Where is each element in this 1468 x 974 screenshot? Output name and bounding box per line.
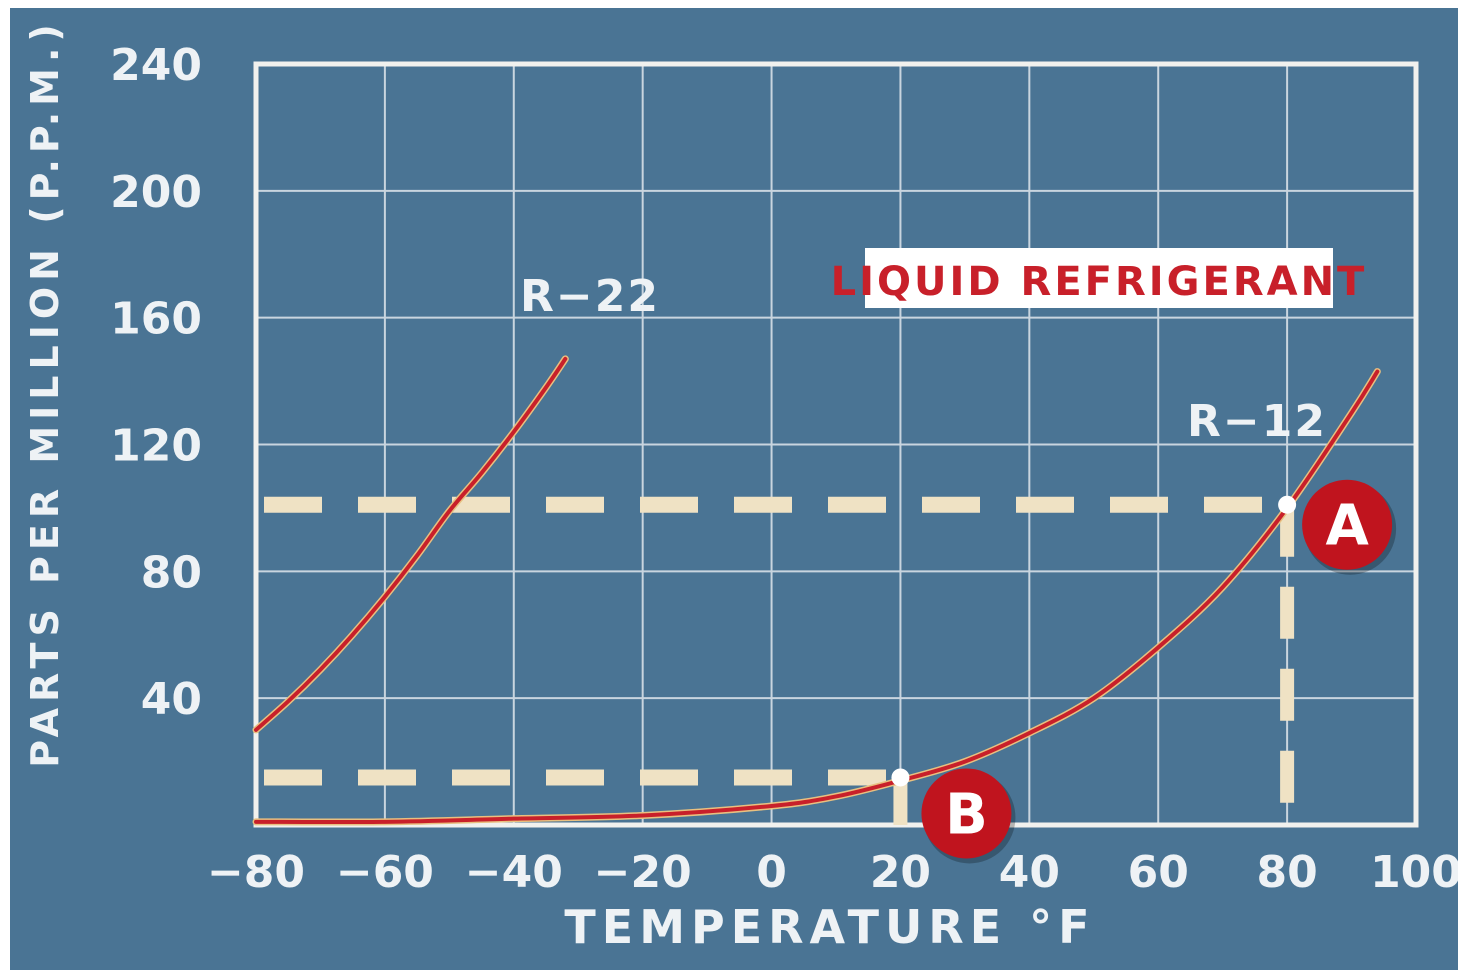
- x-tick-label: 20: [870, 847, 931, 898]
- x-tick-label: −60: [336, 847, 434, 898]
- solubility-chart: −80 −60 −40 −20 0 20 40 60 80 100 40 80 120 160 200 240…: [23, 18, 1458, 954]
- y-tick-label: 200: [110, 167, 202, 218]
- y-tick-label: 240: [110, 40, 202, 91]
- marker-label-b: B: [945, 782, 988, 847]
- y-tick-label: 80: [141, 547, 202, 598]
- series-curve-r22-glow: [252, 355, 569, 734]
- marker-a: [1302, 479, 1393, 570]
- tick-labels: −80 −60 −40 −20 0 20 40 60 80 100 40 80 120 160 200 240: [110, 40, 1458, 898]
- x-axis-title: TEMPERATURE °F: [564, 900, 1095, 954]
- series-curve-r22: [254, 356, 568, 732]
- x-tick-label: 100: [1370, 847, 1458, 898]
- series-curves: [252, 355, 1381, 826]
- y-axis-title: PARTS PER MILLION (P.P.M.): [23, 18, 67, 768]
- legend-text: LIQUID REFRIGERANT: [831, 259, 1368, 305]
- y-tick-label: 160: [110, 294, 202, 345]
- x-tick-label: 60: [1128, 847, 1189, 898]
- y-tick-label: 120: [110, 421, 202, 472]
- series-curve-r12: [254, 369, 1380, 825]
- marker-b: [921, 768, 1012, 859]
- x-tick-label: 40: [999, 847, 1060, 898]
- x-tick-label: −20: [594, 847, 692, 898]
- markers: AB: [891, 479, 1397, 864]
- series-label-r12: R−12: [1187, 396, 1327, 447]
- plot-frame: [253, 61, 1419, 828]
- marker-label-a: A: [1325, 494, 1369, 559]
- x-tick-label: 0: [756, 847, 787, 898]
- point-a: [1278, 495, 1297, 514]
- x-tick-label: −40: [465, 847, 563, 898]
- grid: [253, 61, 1419, 828]
- chart-panel: −80 −60 −40 −20 0 20 40 60 80 100 40 80 120 160 200 240…: [10, 8, 1458, 970]
- point-b: [891, 768, 910, 787]
- legend-box: LIQUID REFRIGERANT: [831, 248, 1368, 308]
- x-tick-label: 80: [1256, 847, 1317, 898]
- y-tick-label: 40: [141, 674, 202, 725]
- series-label-r22: R−22: [520, 271, 660, 322]
- x-tick-label: −80: [207, 847, 305, 898]
